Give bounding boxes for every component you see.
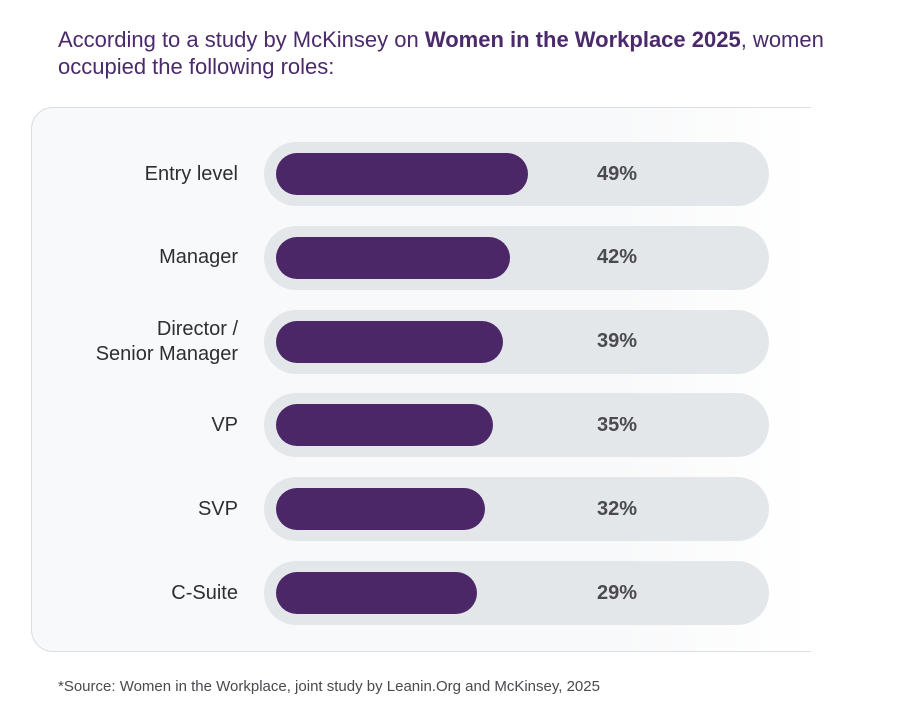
bar-row: Manager 42% — [32, 225, 812, 290]
bar-row: Entry level 49% — [32, 142, 812, 206]
category-label: VP — [211, 413, 238, 436]
intro-prefix: According to a study by McKinsey on — [58, 27, 425, 52]
category-label: Entry level — [144, 162, 238, 185]
bar-row: VP 35% — [32, 393, 812, 458]
bar-track — [264, 561, 769, 625]
bar — [276, 236, 511, 279]
bar-track — [264, 477, 769, 542]
bar-row: C-Suite 29% — [32, 561, 812, 625]
intro-suffix: , women occupied the following roles: — [58, 27, 824, 79]
value-label: 49% — [596, 162, 638, 185]
bar-track — [264, 225, 769, 290]
intro-emphasis: Women in the Workplace 2025 — [424, 27, 741, 52]
bar-track — [264, 309, 769, 374]
value-label: 42% — [596, 246, 638, 269]
bar — [276, 404, 493, 447]
bar-track — [264, 142, 769, 206]
bar-track — [264, 393, 769, 458]
category-label: SVP — [197, 497, 238, 520]
bar — [276, 153, 528, 195]
category-label: C-Suite — [171, 581, 238, 604]
chart-panel: Entry level 49% Manager 42% Director / Senio… — [31, 107, 811, 652]
category-label: Manager — [159, 246, 238, 269]
bar — [276, 488, 485, 531]
category-label: Director / Senior Manager — [95, 317, 238, 365]
bar — [276, 320, 503, 363]
bar — [276, 572, 478, 614]
value-label: 32% — [596, 497, 638, 520]
bar-row: Director / Senior Manager 39% — [32, 309, 812, 374]
value-label: 29% — [596, 581, 638, 604]
value-label: 39% — [596, 330, 638, 353]
bar-row: SVP 32% — [32, 477, 812, 542]
chart-intro: According to a study by McKinsey on Wome… — [58, 26, 838, 80]
source-note: *Source: Women in the Workplace, joint s… — [58, 678, 600, 695]
value-label: 35% — [596, 413, 638, 436]
